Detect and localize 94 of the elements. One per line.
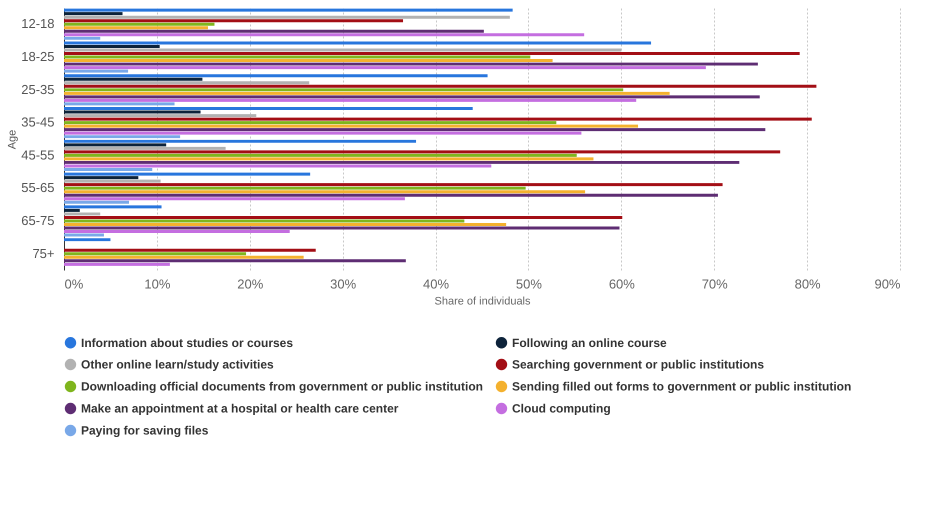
bar — [64, 128, 766, 132]
bar — [64, 44, 160, 48]
x-axis-title: Share of individuals — [434, 296, 531, 308]
bar — [64, 124, 638, 128]
bar — [64, 110, 201, 114]
bar — [64, 157, 594, 160]
bar — [64, 12, 123, 16]
bar — [64, 135, 180, 138]
bar — [64, 102, 175, 106]
bar — [64, 238, 110, 242]
x-tick-label: 70% — [702, 276, 728, 292]
y-tick-label: 65-75 — [21, 212, 54, 228]
y-tick-label: 18-25 — [21, 49, 54, 64]
bar — [64, 84, 816, 88]
bar — [64, 88, 624, 92]
legend-label: Sending filled out forms to government or public institution — [512, 380, 852, 394]
bar — [64, 48, 622, 52]
y-tick-label: 45-55 — [21, 147, 54, 162]
bar — [64, 66, 706, 70]
y-tick-label: 12-18 — [21, 16, 54, 32]
bar — [64, 30, 484, 33]
x-tick-label: 60% — [608, 276, 636, 292]
bar — [64, 59, 553, 62]
bar — [64, 212, 100, 216]
x-tick-label: 0% — [64, 276, 84, 292]
legend-label: Make an appointment at a hospital or health care center — [81, 402, 399, 416]
x-tick-label: 40% — [423, 276, 450, 292]
bar — [64, 205, 162, 208]
y-tick-label: 55-65 — [21, 180, 54, 196]
bar — [64, 190, 586, 194]
bar — [64, 41, 652, 44]
bar — [64, 154, 577, 157]
bar — [64, 216, 622, 219]
bar — [64, 140, 416, 143]
bar — [64, 183, 723, 186]
bar — [64, 172, 310, 176]
bar — [64, 19, 404, 22]
legend-label: Following an online course — [512, 336, 667, 350]
x-tick-label: 80% — [794, 276, 822, 292]
bar — [64, 259, 406, 262]
bar — [64, 56, 530, 59]
bar — [64, 81, 310, 84]
bar — [64, 114, 256, 118]
bar — [64, 62, 758, 66]
legend-label: Cloud computing — [512, 402, 611, 416]
legend-label: Other online learn/study activities — [81, 358, 274, 372]
bar — [64, 16, 510, 19]
bar — [64, 176, 138, 180]
x-tick-label: 90% — [874, 276, 901, 292]
legend-label: Paying for saving files — [81, 424, 209, 438]
bar — [64, 208, 80, 212]
bar — [64, 52, 800, 55]
bar — [64, 223, 506, 226]
bar — [64, 143, 166, 146]
x-tick-label: 10% — [144, 276, 171, 292]
bar — [64, 74, 488, 78]
bar — [64, 194, 718, 197]
bar — [64, 200, 130, 204]
bar — [64, 121, 556, 124]
bar — [64, 33, 584, 36]
bar — [64, 118, 812, 121]
bar — [64, 70, 128, 73]
y-axis-title: Age — [6, 130, 18, 150]
bar — [64, 95, 760, 98]
bar — [64, 132, 582, 135]
bar — [64, 146, 226, 150]
bar — [64, 180, 161, 183]
bar — [64, 22, 214, 26]
bar — [64, 168, 152, 171]
bar — [64, 226, 620, 230]
bar — [64, 234, 104, 237]
bar — [64, 252, 246, 256]
bar — [64, 164, 492, 168]
y-tick-label: 35-45 — [21, 114, 54, 130]
bar — [64, 8, 513, 12]
bar — [64, 230, 290, 234]
bar — [64, 262, 170, 266]
bar — [64, 98, 636, 102]
x-tick-label: 50% — [516, 276, 542, 292]
bar — [64, 219, 464, 222]
legend-label: Downloading official documents from government or public institution — [81, 380, 483, 394]
bar — [64, 186, 526, 190]
bar — [64, 256, 304, 259]
legend-label: Information about studies or courses — [81, 336, 294, 350]
legend-label: Searching government or public institutions — [512, 358, 764, 372]
y-tick-label: 25-35 — [21, 82, 54, 97]
bar — [64, 36, 100, 40]
y-tick-label: 75+ — [32, 246, 54, 261]
bar — [64, 160, 740, 164]
bar — [64, 107, 473, 110]
x-tick-label: 30% — [330, 276, 357, 292]
x-tick-label: 20% — [237, 276, 264, 292]
bar — [64, 92, 670, 95]
bar — [64, 150, 780, 154]
